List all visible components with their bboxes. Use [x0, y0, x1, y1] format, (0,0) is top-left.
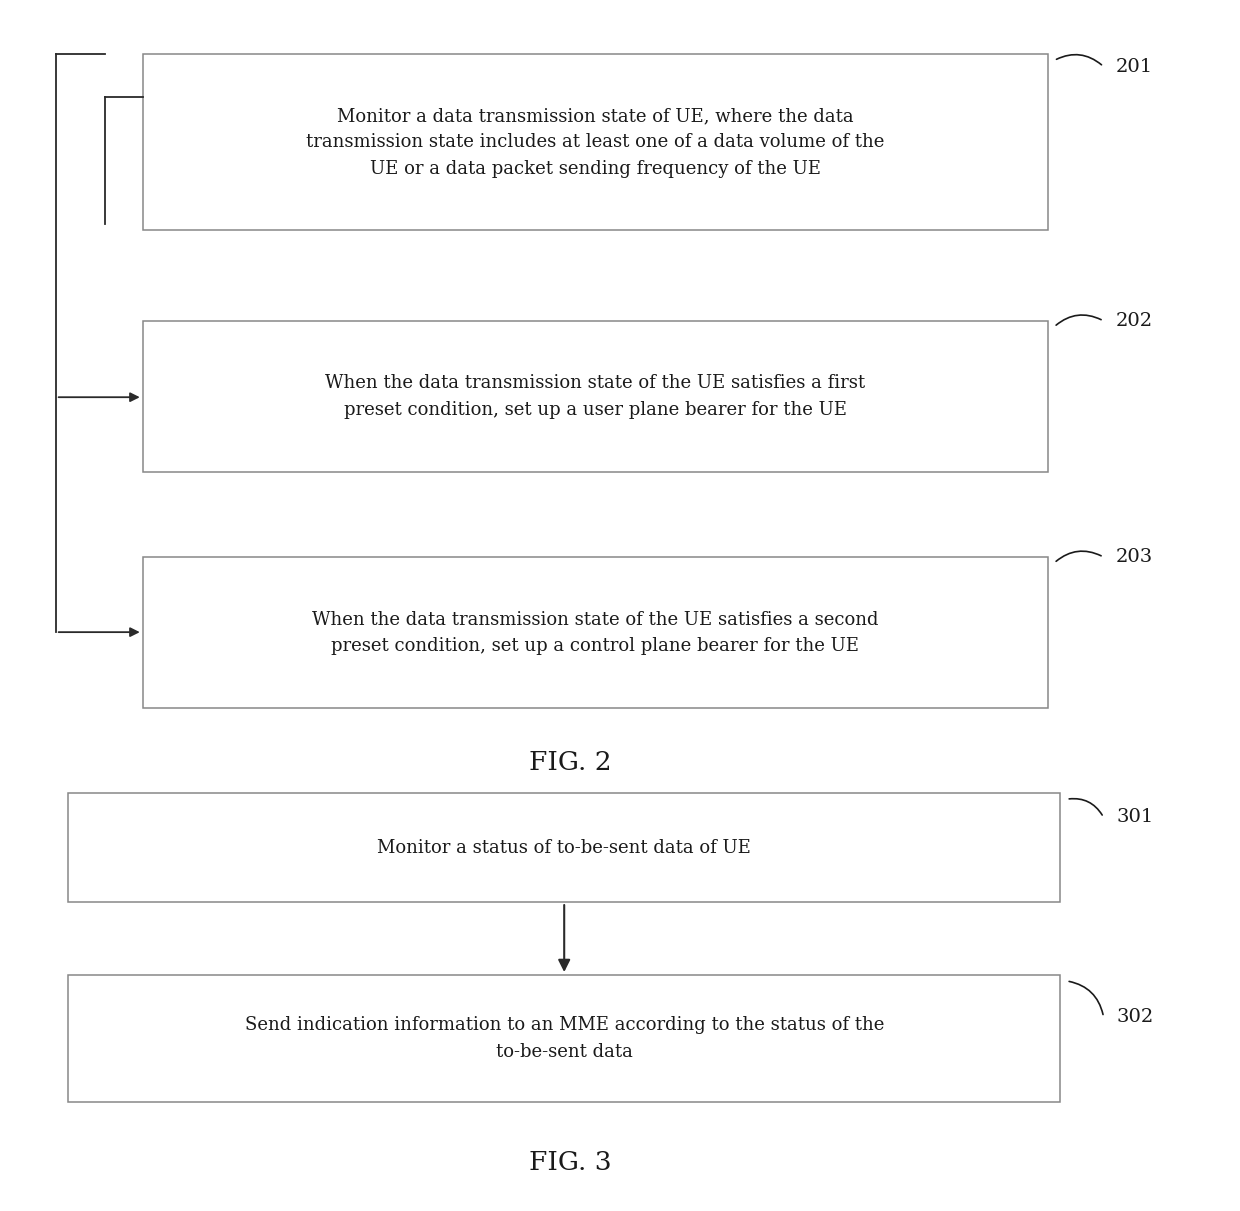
FancyBboxPatch shape: [68, 975, 1060, 1102]
Text: Monitor a status of to-be-sent data of UE: Monitor a status of to-be-sent data of U…: [377, 839, 751, 856]
FancyBboxPatch shape: [143, 321, 1048, 472]
Text: Monitor a data transmission state of UE, where the data
transmission state inclu: Monitor a data transmission state of UE,…: [306, 107, 884, 178]
Text: 201: 201: [1116, 58, 1153, 75]
FancyBboxPatch shape: [143, 54, 1048, 230]
Text: When the data transmission state of the UE satisfies a second
preset condition, : When the data transmission state of the …: [312, 610, 878, 655]
Text: FIG. 2: FIG. 2: [529, 751, 611, 775]
Text: FIG. 3: FIG. 3: [529, 1150, 611, 1175]
Text: 202: 202: [1116, 312, 1153, 329]
Text: 301: 301: [1116, 809, 1153, 826]
FancyBboxPatch shape: [68, 793, 1060, 902]
Text: 203: 203: [1116, 549, 1153, 566]
Text: 302: 302: [1116, 1009, 1153, 1026]
Text: When the data transmission state of the UE satisfies a first
preset condition, s: When the data transmission state of the …: [325, 374, 866, 419]
Text: Send indication information to an MME according to the status of the
to-be-sent : Send indication information to an MME ac…: [244, 1016, 884, 1061]
FancyBboxPatch shape: [143, 557, 1048, 708]
